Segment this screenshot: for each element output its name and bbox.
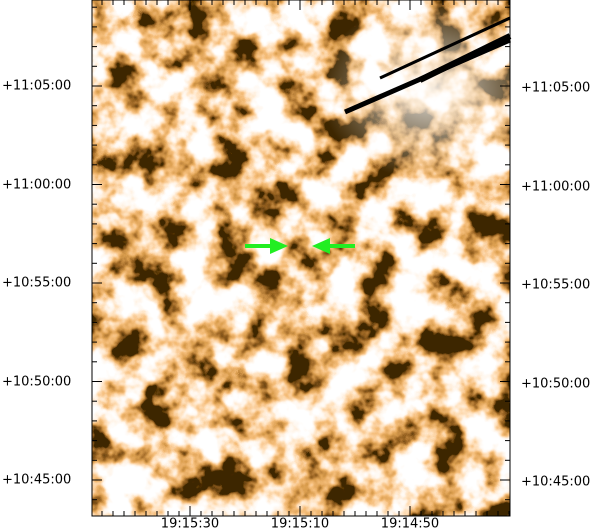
arrows [245, 238, 355, 254]
dec-label: +11:00:00 [521, 180, 590, 195]
frame [91, 0, 511, 517]
dec-label: +10:45:00 [521, 475, 590, 490]
dec-label: +11:05:00 [2, 79, 71, 94]
right-labels: +11:05:00 +11:00:00 +10:55:00 +10:50:00 … [521, 81, 590, 490]
bottom-labels: 19:15:30 19:15:10 19:14:50 [161, 517, 439, 532]
dec-label: +11:05:00 [521, 81, 590, 96]
arrow-head [312, 238, 330, 254]
streak [379, 16, 511, 80]
ra-label: 19:15:30 [161, 517, 219, 532]
ra-label: 19:14:50 [381, 517, 439, 532]
dec-label: +10:55:00 [521, 278, 590, 293]
streaks [344, 16, 512, 115]
dec-label: +10:55:00 [2, 276, 71, 291]
streak [418, 33, 512, 83]
tick-marks [92, 0, 510, 516]
dec-label: +10:50:00 [2, 375, 71, 390]
dec-label: +10:45:00 [2, 473, 71, 488]
arrow-head [270, 238, 288, 254]
dec-label: +11:00:00 [2, 178, 71, 193]
left-labels: +11:05:00 +11:00:00 +10:55:00 +10:50:00 … [2, 79, 71, 488]
dec-label: +10:50:00 [521, 377, 590, 392]
image-panel [91, 0, 540, 517]
ra-label: 19:15:10 [271, 517, 329, 532]
